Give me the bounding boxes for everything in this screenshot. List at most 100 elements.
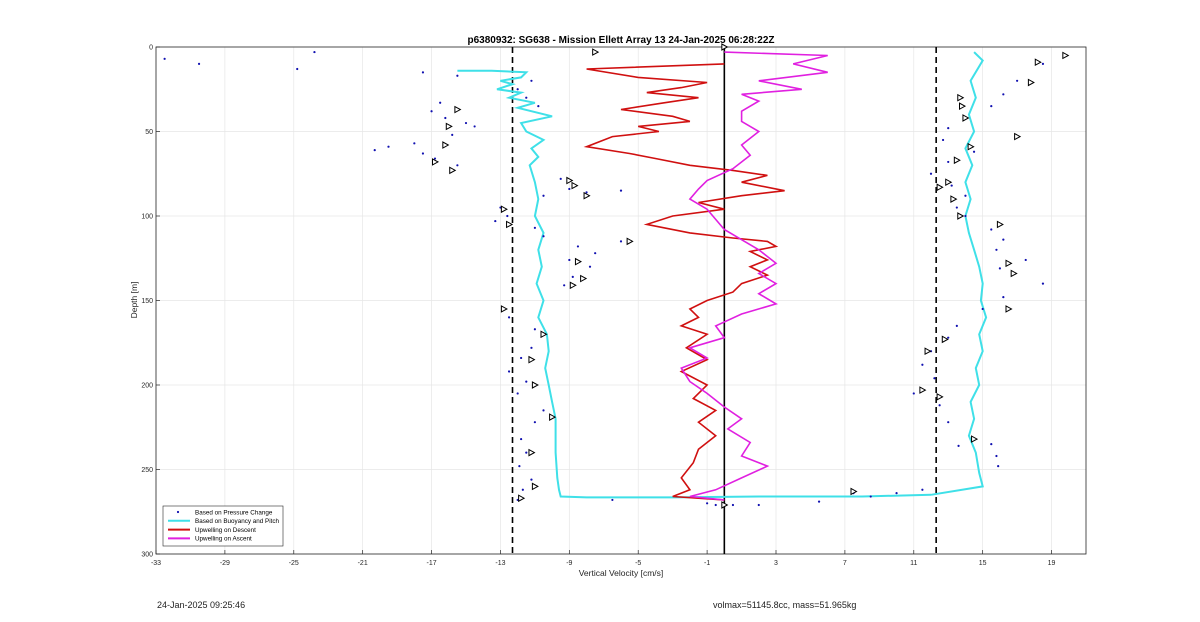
- buoyancy-pitch-descent-line: [457, 69, 932, 499]
- y-tick-label: 200: [141, 383, 153, 390]
- pressure-dot: [520, 356, 523, 360]
- chart-title: p6380932: SG638 - Mission Ellett Array 1…: [467, 35, 774, 46]
- triangle-marker: [962, 114, 970, 122]
- pressure-dot: [1016, 79, 1019, 82]
- triangle-marker: [580, 274, 588, 283]
- pressure-dot: [516, 392, 519, 395]
- buoyancy-pitch-ascent-line: [930, 51, 988, 496]
- triangle-marker: [569, 281, 577, 290]
- pressure-dot: [947, 160, 950, 164]
- pressure-dot: [533, 226, 536, 229]
- triangle-marker: [967, 142, 975, 151]
- pressure-dot: [506, 214, 509, 218]
- pressure-dot: [998, 267, 1001, 270]
- pressure-dot: [1002, 93, 1005, 96]
- x-tick-label: 7: [843, 560, 847, 567]
- triangle-marker: [957, 212, 965, 220]
- pressure-dot: [933, 377, 936, 380]
- pressure-dot: [313, 50, 316, 54]
- x-tick-label: 19: [1048, 560, 1056, 567]
- triangle-marker: [919, 386, 927, 394]
- triangle-marker: [1005, 305, 1013, 313]
- pressure-dot: [542, 194, 545, 197]
- y-tick-label: 0: [149, 45, 153, 52]
- legend-label: Upwelling on Descent: [195, 527, 256, 534]
- y-axis-label: Depth [m]: [129, 282, 139, 319]
- triangle-marker: [626, 237, 634, 246]
- pressure-dot: [972, 150, 976, 153]
- triangle-marker: [528, 355, 536, 364]
- axis-ticks: -33 -29 -25 -21 -17 -13 -9 -5 -1 3 7 11 15 1905010015…: [141, 45, 1055, 568]
- pressure-dot: [533, 421, 536, 424]
- triangle-marker: [1034, 58, 1042, 67]
- pressure-dot: [451, 133, 454, 136]
- triangle-marker: [592, 48, 600, 56]
- pressure-dot: [757, 503, 760, 507]
- pressure-dot: [964, 194, 967, 197]
- x-tick-label: -33: [151, 560, 161, 567]
- legend-swatch: [176, 510, 180, 514]
- pressure-dot: [413, 142, 416, 145]
- pressure-dot: [568, 187, 571, 191]
- pressure-dot: [525, 380, 528, 383]
- pressure-dot: [921, 488, 924, 491]
- series-lines: [457, 51, 988, 501]
- triangle-marker: [924, 347, 932, 356]
- pressure-dot: [439, 101, 442, 104]
- x-tick-label: -29: [220, 560, 230, 567]
- pressure-dot: [950, 184, 953, 187]
- pressure-dot: [444, 116, 447, 120]
- triangle-marker: [971, 435, 979, 443]
- triangle-marker: [432, 158, 440, 166]
- pressure-dot: [373, 148, 376, 152]
- legend-label: Based on Pressure Change: [195, 509, 273, 516]
- pressure-dot: [981, 307, 984, 311]
- pressure-dot: [568, 258, 571, 262]
- triangle-marker: [442, 141, 450, 149]
- pressure-dot: [464, 121, 468, 125]
- triangle-marker: [1005, 259, 1013, 268]
- pressure-dot: [525, 96, 528, 99]
- x-tick-label: 15: [979, 560, 987, 567]
- x-tick-label: -5: [635, 560, 641, 567]
- pressure-dot: [530, 346, 533, 349]
- triangle-marker: [506, 220, 514, 229]
- pressure-dot: [955, 206, 958, 209]
- pressure-dot: [576, 245, 580, 248]
- pressure-dot: [525, 451, 528, 454]
- triangle-marker: [528, 448, 536, 457]
- pressure-dot: [456, 74, 459, 77]
- pressure-dot: [1002, 238, 1005, 241]
- pressure-dot: [995, 454, 998, 458]
- triangle-marker: [721, 43, 729, 51]
- pressure-dot: [947, 421, 950, 424]
- pressure-dot: [611, 498, 614, 502]
- pressure-dot: [533, 328, 536, 331]
- pressure-dot: [521, 488, 524, 491]
- pressure-dot: [947, 127, 950, 130]
- pressure-dot: [518, 465, 521, 468]
- triangle-marker: [1027, 78, 1035, 87]
- y-tick-label: 300: [141, 552, 153, 559]
- triangle-marker: [574, 257, 582, 266]
- x-tick-label: -21: [358, 560, 368, 567]
- triangle-marker: [957, 93, 965, 102]
- pressure-dot: [1002, 296, 1005, 299]
- triangle-marker: [449, 166, 457, 175]
- pressure-dot: [1041, 62, 1045, 65]
- pressure-dot: [895, 492, 898, 495]
- pressure-dot: [542, 409, 545, 412]
- pressure-dot: [421, 152, 425, 155]
- triangle-marker: [936, 183, 944, 192]
- triangle-markers: [432, 43, 1070, 509]
- pressure-dot: [516, 88, 519, 91]
- y-tick-label: 250: [141, 467, 153, 474]
- triangle-marker: [936, 392, 944, 401]
- reference-lines: [511, 47, 937, 554]
- x-tick-label: -25: [289, 560, 299, 567]
- pressure-dot: [921, 363, 924, 366]
- pressure-dot: [585, 191, 588, 194]
- x-tick-label: -13: [495, 560, 505, 567]
- triangle-marker: [850, 487, 858, 496]
